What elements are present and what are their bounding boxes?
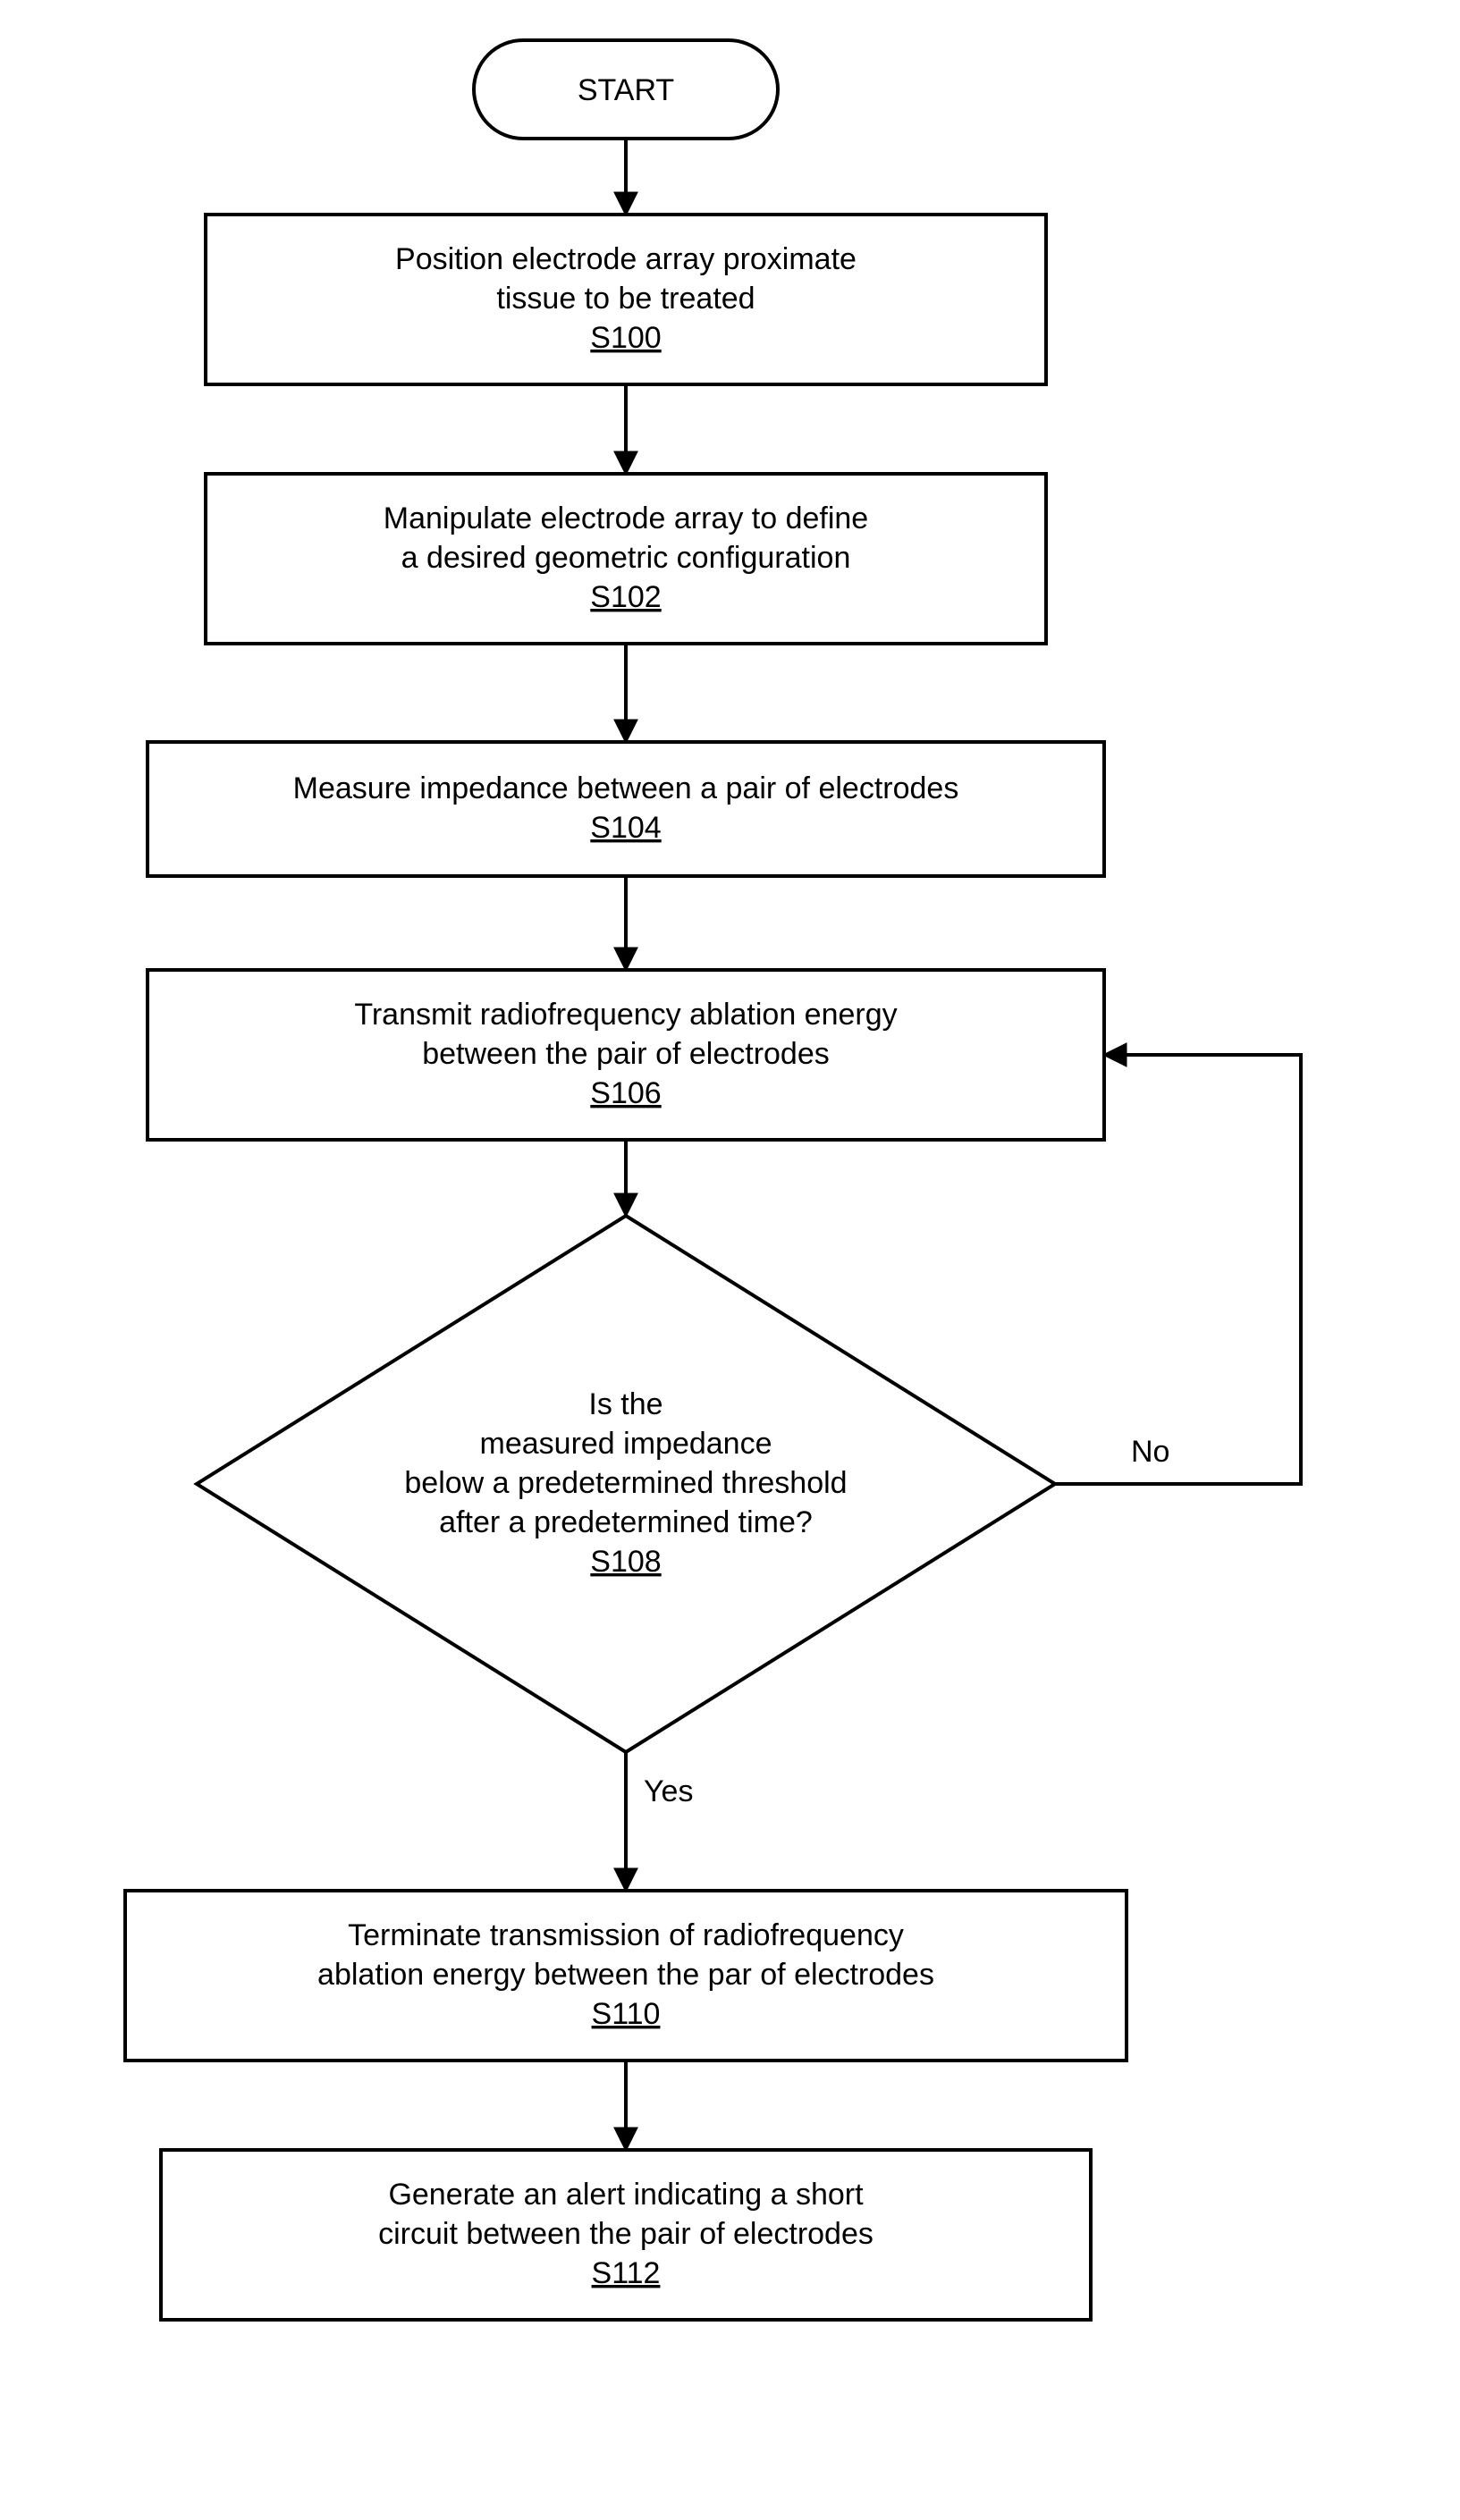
svg-text:after a predetermined time?: after a predetermined time? bbox=[439, 1505, 813, 1539]
svg-text:measured impedance: measured impedance bbox=[480, 1427, 772, 1461]
svg-text:Transmit radiofrequency ablati: Transmit radiofrequency ablation energy bbox=[354, 998, 897, 1032]
svg-text:tissue to be treated: tissue to be treated bbox=[496, 282, 755, 316]
svg-text:Terminate transmission of radi: Terminate transmission of radiofrequency bbox=[348, 1918, 904, 1952]
svg-text:Yes: Yes bbox=[644, 1774, 693, 1808]
svg-text:S102: S102 bbox=[590, 580, 661, 614]
svg-text:S104: S104 bbox=[590, 811, 661, 845]
svg-text:S110: S110 bbox=[592, 1997, 661, 2031]
svg-text:Measure impedance between a pa: Measure impedance between a pair of elec… bbox=[293, 771, 959, 805]
svg-text:a desired geometric configurat: a desired geometric configuration bbox=[401, 541, 851, 575]
svg-text:S112: S112 bbox=[592, 2256, 661, 2290]
svg-text:Position electrode array proxi: Position electrode array proximate bbox=[395, 242, 857, 276]
svg-text:circuit between the pair of el: circuit between the pair of electrodes bbox=[378, 2217, 873, 2251]
svg-text:No: No bbox=[1131, 1435, 1169, 1469]
svg-text:Manipulate electrode array to: Manipulate electrode array to define bbox=[384, 501, 868, 535]
svg-text:S108: S108 bbox=[590, 1545, 661, 1579]
svg-text:Is the: Is the bbox=[588, 1387, 662, 1421]
svg-text:below a predetermined threshol: below a predetermined threshold bbox=[404, 1466, 847, 1500]
svg-text:between the pair of electrodes: between the pair of electrodes bbox=[422, 1037, 830, 1071]
svg-text:Generate an alert indicating a: Generate an alert indicating a short bbox=[388, 2178, 864, 2212]
svg-text:ablation energy between the pa: ablation energy between the par of elect… bbox=[317, 1958, 934, 1992]
svg-text:S100: S100 bbox=[590, 321, 661, 355]
svg-text:START: START bbox=[578, 73, 674, 107]
svg-text:S106: S106 bbox=[590, 1076, 661, 1110]
flowchart-svg: START Position electrode array proximate t… bbox=[0, 0, 1460, 2520]
